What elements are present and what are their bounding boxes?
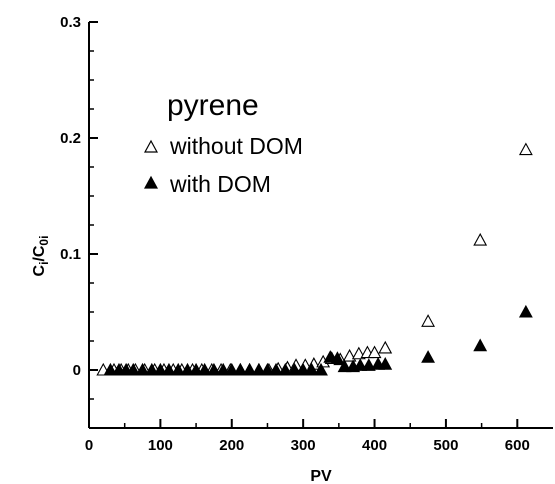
y-tick-label-0.3: 0.3	[60, 14, 81, 31]
with-dom-point-11	[197, 362, 212, 376]
legend-marker-without-dom	[143, 139, 159, 153]
with-dom-point-33	[421, 350, 436, 363]
with-dom-point-22	[296, 362, 311, 376]
legend: pyrene without DOM with DOM	[143, 89, 303, 197]
with-dom-point-30	[361, 358, 376, 371]
with-dom-point-3	[126, 362, 141, 376]
legend-label-without-dom: without DOM	[169, 133, 303, 159]
legend-title: pyrene	[167, 89, 259, 122]
with-dom-point-12	[206, 362, 221, 376]
with-dom-point-20	[278, 362, 293, 376]
series-with-dom	[103, 304, 533, 376]
x-tick-label-400: 400	[362, 437, 387, 454]
with-dom-point-26	[330, 351, 345, 364]
x-tick-label-100: 100	[148, 437, 173, 454]
x-tick-label-300: 300	[291, 437, 316, 454]
x-tick-label-0: 0	[85, 437, 93, 454]
y-axis-title-sub2: 0i	[37, 236, 51, 246]
legend-label-with-dom: with DOM	[169, 171, 271, 197]
without-dom-point-30	[367, 345, 382, 359]
without-dom-point-33	[473, 232, 488, 246]
with-dom-point-0	[103, 362, 118, 376]
with-dom-point-24	[314, 362, 328, 376]
with-dom-point-32	[378, 357, 393, 370]
without-dom-point-32	[421, 314, 436, 327]
y-axis-ticks: 0 0.1 0.2 0.3	[60, 14, 98, 379]
x-tick-label-200: 200	[219, 437, 244, 454]
with-dom-point-34	[473, 338, 488, 352]
x-axis-minor-ticks	[123, 423, 483, 428]
with-dom-point-13	[216, 362, 231, 376]
with-dom-point-6	[153, 362, 168, 376]
with-dom-point-5	[144, 362, 159, 376]
y-axis-title-main: C	[31, 264, 48, 276]
x-axis-title: PV	[310, 468, 332, 484]
with-dom-point-19	[269, 362, 283, 376]
with-dom-point-4	[135, 362, 150, 376]
with-dom-point-16	[242, 362, 257, 376]
without-dom-point-31	[378, 340, 393, 354]
without-dom-point-27	[342, 348, 357, 362]
with-dom-point-21	[287, 362, 302, 376]
without-dom-point-34	[518, 142, 533, 156]
y-tick-label-0.2: 0.2	[60, 130, 81, 147]
with-dom-point-17	[251, 362, 266, 376]
with-dom-point-9	[180, 362, 195, 376]
with-dom-point-10	[189, 362, 204, 376]
with-dom-point-27	[337, 359, 352, 373]
y-axis-minor-ticks	[89, 50, 94, 429]
legend-marker-with-dom	[143, 175, 159, 189]
with-dom-point-23	[304, 362, 319, 376]
y-tick-label-0: 0	[73, 362, 81, 379]
y-axis-title-sub1: i	[37, 262, 51, 265]
x-axis-ticks: 0 100 200 300 400 500 600	[85, 419, 530, 454]
y-axis-title: Ci/C0i	[31, 236, 51, 277]
with-dom-point-14	[224, 362, 239, 376]
with-dom-point-15	[233, 362, 248, 376]
y-tick-label-0.1: 0.1	[60, 246, 81, 263]
y-axis-title-mid: /C	[31, 245, 48, 261]
with-dom-point-18	[260, 362, 275, 376]
series-without-dom	[96, 142, 533, 376]
with-dom-point-7	[162, 362, 176, 376]
x-tick-label-600: 600	[505, 437, 530, 454]
x-tick-label-500: 500	[433, 437, 458, 454]
with-dom-point-29	[353, 358, 368, 371]
with-dom-point-8	[171, 362, 186, 376]
with-dom-point-35	[518, 304, 533, 318]
